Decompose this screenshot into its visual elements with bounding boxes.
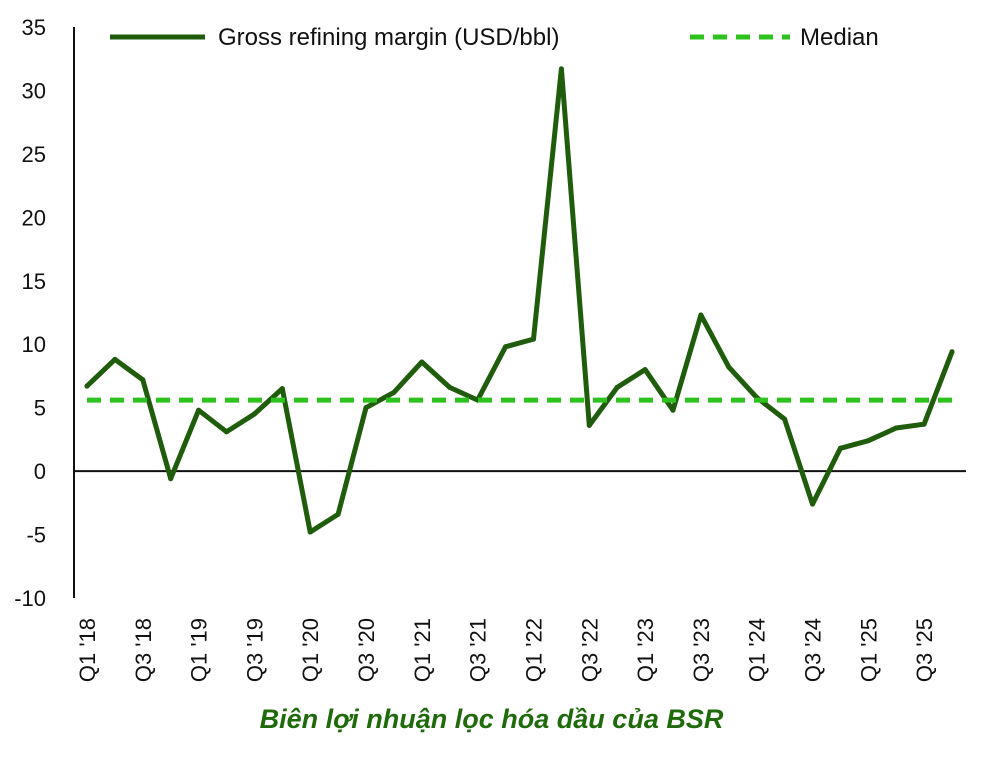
data-point — [949, 349, 955, 355]
y-tick-label: 15 — [22, 269, 46, 294]
x-tick-label: Q1 '20 — [298, 618, 323, 682]
x-tick-label: Q3 '24 — [800, 618, 825, 682]
data-point — [140, 377, 146, 383]
data-point — [921, 421, 927, 427]
data-point — [614, 384, 620, 390]
x-tick-label: Q3 '18 — [131, 618, 156, 682]
x-tick-label: Q1 '24 — [745, 618, 770, 682]
x-axis: Q1 '18 Q3 '18 Q1 '19 Q3 '19 Q1 '20 Q3 '20 Q1 '… — [74, 470, 966, 682]
x-tick-label: Q3 '22 — [577, 618, 602, 682]
margin-line — [84, 66, 955, 535]
data-point — [307, 529, 313, 535]
data-point — [726, 364, 732, 370]
data-point — [447, 384, 453, 390]
series-lines — [84, 66, 955, 535]
data-point — [782, 416, 788, 422]
x-tick-label: Q3 '25 — [912, 618, 937, 682]
y-tick-label: -5 — [26, 523, 46, 548]
data-point — [335, 511, 341, 517]
legend-label: Median — [800, 24, 879, 51]
data-point — [865, 438, 871, 444]
x-tick-label: Q1 '18 — [75, 618, 100, 682]
x-tick-label: Q3 '20 — [354, 618, 379, 682]
y-tick-label: 20 — [22, 205, 46, 230]
y-tick-label: 0 — [34, 459, 46, 484]
y-tick-label: 10 — [22, 332, 46, 357]
data-point — [558, 66, 564, 72]
data-point — [670, 407, 676, 413]
data-point — [224, 429, 229, 435]
y-tick-label: 35 — [22, 15, 46, 40]
x-tick-label: Q3 '23 — [689, 618, 714, 682]
data-point — [586, 422, 592, 428]
x-tick-label: Q1 '19 — [187, 618, 212, 682]
data-point — [419, 359, 425, 365]
data-point — [251, 411, 257, 417]
data-point — [893, 425, 899, 431]
data-point — [837, 445, 843, 451]
data-point — [642, 367, 648, 373]
data-point — [531, 336, 536, 342]
y-tick-label: 30 — [22, 78, 46, 103]
y-tick-label: 5 — [34, 396, 46, 421]
data-point — [196, 407, 202, 413]
x-tick-label: Q1 '22 — [521, 618, 546, 682]
x-tick-label: Q1 '21 — [410, 618, 435, 682]
data-point — [84, 383, 90, 389]
x-tick-label: Q3 '19 — [242, 618, 267, 682]
data-point — [279, 386, 285, 392]
x-tick-label: Q3 '21 — [466, 618, 491, 682]
data-point — [503, 344, 508, 350]
chart-caption: Biên lợi nhuận lọc hóa dầu của BSR — [259, 704, 724, 734]
data-point — [810, 501, 815, 507]
data-point — [363, 405, 369, 411]
legend-label: Gross refining margin (USD/bbl) — [218, 24, 559, 51]
x-tick-label: Q1 '23 — [633, 618, 658, 682]
data-point — [391, 389, 397, 395]
legend: Gross refining margin (USD/bbl) Median — [110, 24, 879, 51]
y-axis: -10 -5 0 5 10 15 20 25 30 35 — [14, 15, 75, 611]
data-point — [698, 312, 704, 318]
y-tick-label: -10 — [14, 586, 46, 611]
data-point — [112, 356, 118, 362]
y-tick-label: 25 — [22, 142, 46, 167]
line-chart: -10 -5 0 5 10 15 20 25 30 35 Q1 '18 Q3 '18 Q1 '19 Q3… — [14, 15, 966, 682]
data-point — [168, 476, 174, 482]
x-tick-label: Q1 '25 — [856, 618, 881, 682]
